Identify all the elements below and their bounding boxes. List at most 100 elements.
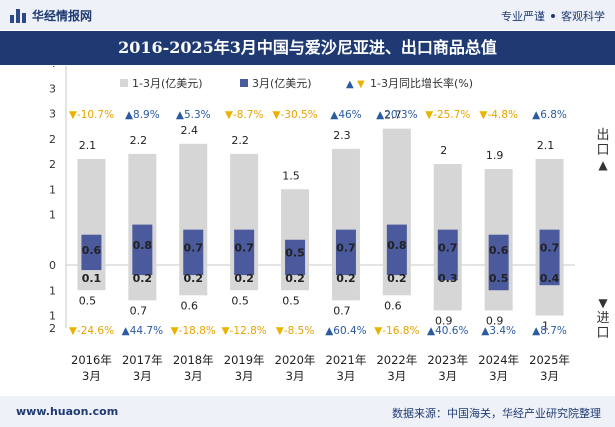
export-march-bar	[285, 239, 306, 265]
export-growth-label-value: 46%	[338, 109, 361, 121]
x-tick-label-year: 2025年	[529, 353, 570, 367]
import-growth-label-value: -8.5%	[284, 325, 314, 337]
import-growth-label: ▼-8.5%	[276, 325, 315, 337]
export-march-bar	[335, 229, 356, 265]
x-tick-label-month: 3月	[286, 369, 305, 383]
import-cumulative-label: 0.6	[384, 299, 402, 312]
y-tick-label: 2	[49, 133, 56, 146]
import-growth-label: ▲40.6%	[427, 325, 468, 337]
separator-dot-icon	[551, 14, 555, 18]
y-tick-label: 1	[49, 209, 56, 222]
up-triangle-icon: ▲	[325, 325, 334, 337]
export-growth-label: ▼-8.7%	[225, 109, 264, 121]
footer: www.huaon.com 数据来源：中国海关，华经产业研究院整理	[0, 396, 615, 427]
import-march-bar	[386, 265, 407, 276]
import-march-bar	[285, 265, 306, 276]
import-march-label: 0.2	[285, 272, 305, 285]
import-march-bar	[132, 265, 153, 276]
up-triangle-icon: ▲	[176, 109, 185, 121]
import-march-label: 0.2	[387, 272, 407, 285]
x-tick-label-month: 3月	[82, 369, 101, 383]
import-march-bar	[335, 265, 356, 276]
x-tick-label-month: 3月	[387, 369, 406, 383]
export-growth-label: ▲8.9%	[125, 109, 160, 121]
export-cumulative-label: 2.2	[231, 134, 249, 147]
export-growth-label-value: -30.5%	[281, 109, 318, 121]
down-triangle-icon: ▼	[171, 325, 180, 337]
import-growth-label-value: 40.6%	[435, 325, 468, 337]
up-triangle-icon: ▲	[122, 325, 131, 337]
chart: 1-3月(亿美元)3月(亿美元)▲▼1-3月同比增长率(%)4332211011…	[49, 66, 575, 383]
import-growth-label-value: -24.6%	[77, 325, 114, 337]
y-tick-label: 0	[49, 259, 56, 272]
export-growth-label: ▼-25.7%	[425, 109, 470, 121]
import-cumulative-label: 1	[542, 320, 549, 333]
top-bar: 华经情报网 专业严谨 客观科学	[0, 0, 615, 30]
export-cumulative-label: 2.3	[333, 129, 351, 142]
x-tick-label-year: 2018年	[173, 353, 214, 367]
export-growth-label: ▲6.8%	[532, 109, 567, 121]
legend-up-triangle-icon: ▲	[346, 79, 354, 90]
import-growth-label: ▲3.4%	[481, 325, 516, 337]
y-tick-label: 2	[49, 322, 56, 335]
import-cumulative-label: 0.5	[282, 294, 300, 307]
x-tick-label-year: 2020年	[275, 353, 316, 367]
x-tick-label-year: 2024年	[478, 353, 519, 367]
footer-site: www.huaon.com	[16, 405, 119, 418]
export-cumulative-label: 2.1	[79, 139, 97, 152]
up-triangle-icon: ▲	[427, 325, 436, 337]
y-tick-label: 1	[49, 310, 56, 323]
import-growth-label-value: 44.7%	[130, 325, 163, 337]
export-growth-label: ▲20.3%	[376, 109, 417, 121]
up-triangle-icon: ▲	[330, 109, 339, 121]
import-cumulative-label: 0.6	[181, 299, 199, 312]
import-growth-label: ▼-18.8%	[171, 325, 216, 337]
export-march-label: 0.7	[540, 241, 560, 254]
export-march-label: 0.7	[184, 241, 204, 254]
export-growth-label: ▼-30.5%	[272, 109, 317, 121]
import-growth-label: ▼-12.8%	[222, 325, 267, 337]
export-cumulative-label: 2.4	[181, 124, 199, 137]
up-triangle-icon: ▲	[598, 158, 608, 172]
legend-swatch-march	[240, 79, 248, 87]
x-tick-label-month: 3月	[133, 369, 152, 383]
up-triangle-icon: ▲	[125, 109, 134, 121]
logo-bars-icon	[10, 8, 26, 23]
import-growth-label: ▲8.7%	[532, 325, 567, 337]
export-march-bar	[81, 234, 102, 265]
import-march-bar	[539, 265, 560, 286]
export-march-label: 0.5	[285, 246, 305, 259]
export-growth-label: ▼-4.8%	[479, 109, 518, 121]
import-march-label: 0.1	[82, 272, 102, 285]
tagline: 专业严谨 客观科学	[501, 8, 605, 24]
import-side-label: ▼ 进口	[595, 296, 611, 341]
import-march-label: 0.2	[184, 272, 204, 285]
export-march-bar	[132, 224, 153, 265]
export-march-label: 0.8	[387, 239, 407, 252]
export-march-bar	[234, 229, 255, 265]
legend-down-triangle-icon: ▼	[357, 79, 365, 90]
export-cumulative-label: 1.9	[486, 149, 504, 162]
down-triangle-icon: ▼	[272, 109, 281, 121]
down-triangle-icon: ▼	[69, 109, 78, 121]
import-march-label: 0.3	[438, 272, 458, 285]
up-triangle-icon: ▲	[532, 325, 541, 337]
import-march-label: 0.2	[234, 272, 254, 285]
import-cumulative-label: 0.5	[79, 294, 97, 307]
import-march-bar	[81, 265, 102, 271]
x-tick-label-month: 3月	[184, 369, 203, 383]
y-tick-label: 3	[49, 82, 56, 95]
import-growth-label-value: 8.7%	[540, 325, 567, 337]
import-cumulative-label: 0.5	[231, 294, 249, 307]
down-triangle-icon: ▼	[222, 325, 231, 337]
logo-text: 华经情报网	[32, 9, 93, 23]
export-march-label: 0.7	[336, 241, 356, 254]
down-triangle-icon: ▼	[225, 109, 234, 121]
export-growth-label-value: -25.7%	[433, 109, 470, 121]
x-tick-label-year: 2019年	[224, 353, 265, 367]
down-triangle-icon: ▼	[425, 109, 434, 121]
legend-label-cumulative: 1-3月(亿美元)	[132, 77, 203, 90]
export-march-label: 0.6	[82, 244, 102, 257]
export-side-label: 出口 ▲	[595, 128, 611, 173]
x-tick-label-month: 3月	[489, 369, 508, 383]
